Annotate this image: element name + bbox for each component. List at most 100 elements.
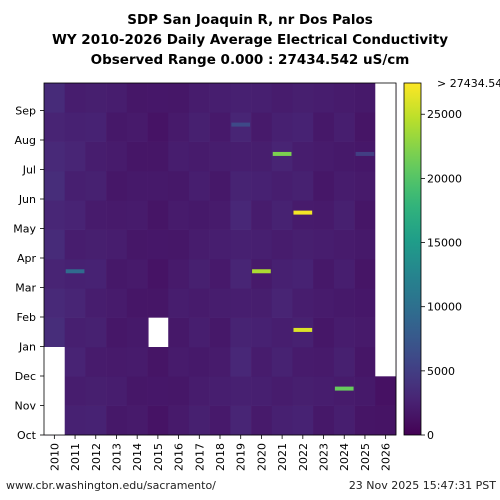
x-tick-label-2020: 2020 <box>255 443 268 471</box>
heat-cell-2017-jun <box>188 171 210 201</box>
y-tick-label-nov: Nov <box>15 400 37 413</box>
colorbar-tick-label-0: 0 <box>427 429 434 442</box>
y-tick-label-feb: Feb <box>17 311 36 324</box>
heat-cell-2025-feb <box>354 288 376 318</box>
heat-cell-2012-feb <box>85 288 107 318</box>
heat-cell-2022-apr <box>292 229 314 260</box>
heat-cell-2024-may <box>333 200 355 230</box>
heat-cell-2011-aug <box>64 112 86 142</box>
heat-cell-2025-jul <box>354 141 376 172</box>
heat-cell-2016-apr <box>168 229 190 260</box>
heat-cell-2014-oct <box>126 405 148 436</box>
heat-cell-2013-mar <box>106 259 128 289</box>
heat-cell-2022-jul <box>292 141 314 172</box>
y-tick-label-may: May <box>13 223 36 236</box>
heat-cell-2019-jul <box>230 141 252 172</box>
heat-cell-2015-jun <box>147 171 169 201</box>
heat-cell-2011-jan <box>64 317 86 348</box>
heat-cell-2010-jan <box>44 317 66 348</box>
heat-cell-2022-dec <box>292 347 314 377</box>
heat-cell-2013-jan <box>106 317 128 348</box>
x-tick-label-2012: 2012 <box>90 443 103 471</box>
highlight-2019-aug <box>231 122 251 127</box>
heat-cell-2010-feb <box>44 288 66 318</box>
heat-cell-2013-sep <box>106 83 128 113</box>
heat-cell-2016-jan <box>168 317 190 348</box>
heat-cell-2021-apr <box>271 229 293 260</box>
heat-cell-2015-dec <box>147 347 169 377</box>
heat-cell-2025-jan <box>354 317 376 348</box>
heat-cell-2013-apr <box>106 229 128 260</box>
heat-cell-2011-feb <box>64 288 86 318</box>
heat-cell-2024-sep <box>333 83 355 113</box>
heat-cell-2022-jun <box>292 171 314 201</box>
heat-cell-2014-dec <box>126 347 148 377</box>
heat-cell-2014-mar <box>126 259 148 289</box>
heat-cell-2019-nov <box>230 376 252 406</box>
heat-cell-2014-sep <box>126 83 148 113</box>
heat-cell-2015-aug <box>147 112 169 142</box>
heat-cell-2016-aug <box>168 112 190 142</box>
colorbar-tick-label-15000: 15000 <box>427 237 462 250</box>
heat-cell-2021-feb <box>271 288 293 318</box>
x-tick-label-2010: 2010 <box>48 443 61 471</box>
x-tick-label-2026: 2026 <box>380 443 393 471</box>
heat-cell-2012-sep <box>85 83 107 113</box>
x-tick-label-2021: 2021 <box>276 443 289 471</box>
heat-cell-2012-aug <box>85 112 107 142</box>
heat-cell-2020-jan <box>251 317 273 348</box>
heat-cell-2013-jul <box>106 141 128 172</box>
heat-cell-2017-jul <box>188 141 210 172</box>
x-tick-label-2018: 2018 <box>214 443 227 471</box>
heat-cell-2010-aug <box>44 112 66 142</box>
no-data-gap-2015 <box>148 317 169 347</box>
heat-cell-2012-dec <box>85 347 107 377</box>
heat-cell-2018-apr <box>209 229 231 260</box>
title-line-3: Observed Range 0.000 : 27434.542 uS/cm <box>91 52 410 68</box>
heat-cell-2011-mar <box>64 259 86 289</box>
heat-cell-2014-jul <box>126 141 148 172</box>
footer-timestamp: 23 Nov 2025 15:47:31 PST <box>349 479 496 492</box>
chart-title: SDP San Joaquin R, nr Dos Palos WY 2010-2… <box>52 12 448 68</box>
heat-cell-2020-jul <box>251 141 273 172</box>
heat-cell-2016-jun <box>168 171 190 201</box>
x-tick-label-2015: 2015 <box>152 443 165 471</box>
heat-cell-2021-aug <box>271 112 293 142</box>
heat-cell-2011-dec <box>64 347 86 377</box>
heat-cell-2022-mar <box>292 259 314 289</box>
heat-cell-2011-jul <box>64 141 86 172</box>
heat-cell-2011-may <box>64 200 86 230</box>
heat-cell-2025-jun <box>354 171 376 201</box>
heat-cell-2025-oct <box>354 405 376 436</box>
heat-cell-2015-feb <box>147 288 169 318</box>
colorbar: 0 5000 10000 15000 20000 25000 > 27434.54 <box>403 77 500 442</box>
y-tick-label-jun: Jun <box>18 193 36 206</box>
heat-cell-2024-nov <box>333 376 355 406</box>
heat-cell-2017-aug <box>188 112 210 142</box>
heat-cell-2016-feb <box>168 288 190 318</box>
heat-cell-2022-oct <box>292 405 314 436</box>
heat-cell-2016-dec <box>168 347 190 377</box>
heat-cell-2012-mar <box>85 259 107 289</box>
x-axis: 2010 2011 2012 2013 2014 2015 2016 2017 2018 2019… <box>48 435 393 471</box>
heat-cell-2014-nov <box>126 376 148 406</box>
heat-cell-2017-jan <box>188 317 210 348</box>
heat-cell-2018-jan <box>209 317 231 348</box>
heat-cell-2013-oct <box>106 405 128 436</box>
no-data-gap-2026 <box>375 83 396 377</box>
heat-cell-2021-sep <box>271 83 293 113</box>
heat-cell-2020-aug <box>251 112 273 142</box>
heat-cell-2012-apr <box>85 229 107 260</box>
heat-cell-2019-apr <box>230 229 252 260</box>
heat-cell-2021-mar <box>271 259 293 289</box>
x-tick-label-2024: 2024 <box>338 443 351 471</box>
heat-cell-2016-oct <box>168 405 190 436</box>
heat-cell-2012-jul <box>85 141 107 172</box>
x-tick-label-2013: 2013 <box>110 443 123 471</box>
heat-cell-2024-jun <box>333 171 355 201</box>
heat-cell-2021-jun <box>271 171 293 201</box>
heat-cell-2011-sep <box>64 83 86 113</box>
heat-cell-2011-apr <box>64 229 86 260</box>
heat-cell-2018-sep <box>209 83 231 113</box>
heat-cell-2025-dec <box>354 347 376 377</box>
